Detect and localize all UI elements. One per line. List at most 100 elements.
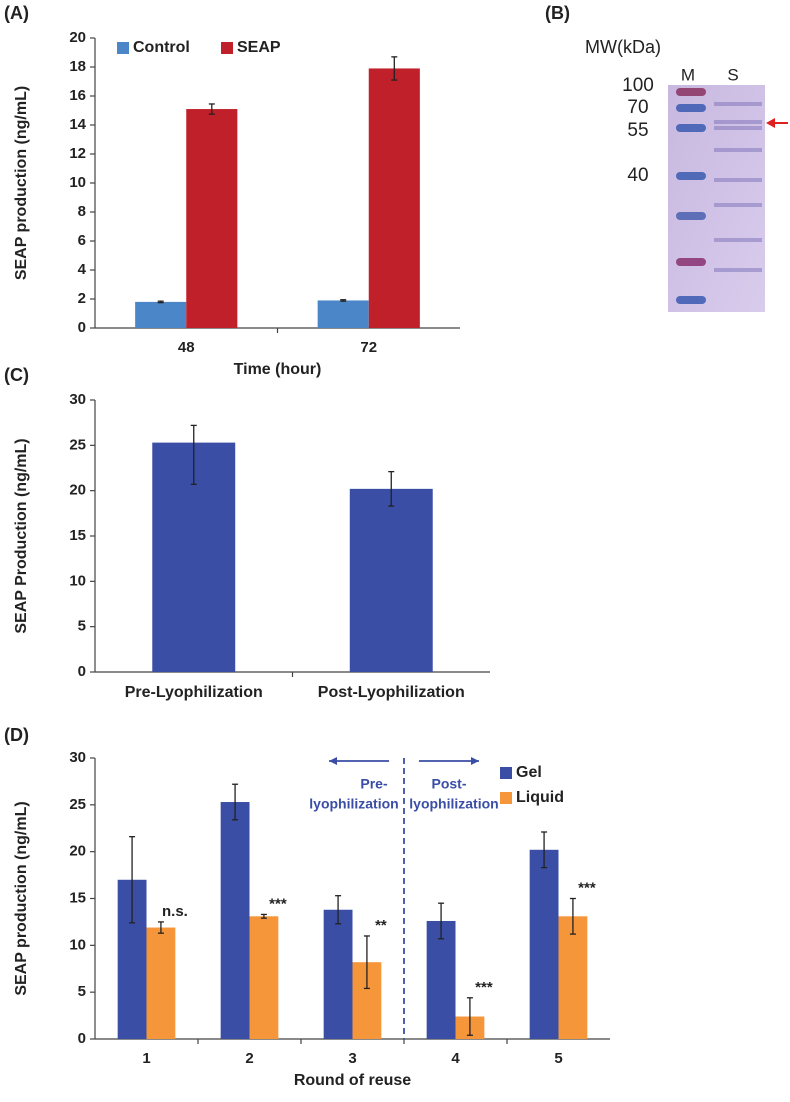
ladder-band [676, 258, 706, 266]
x-axis-title: Time (hour) [234, 361, 322, 378]
bar [349, 488, 433, 672]
x-tick-label: 2 [245, 1050, 253, 1067]
ladder-band [676, 172, 706, 180]
legend-label: Liquid [516, 789, 564, 806]
error-bar [260, 913, 267, 919]
error-bar [190, 424, 197, 485]
error-bar [388, 470, 395, 507]
y-tick-label: 20 [69, 29, 86, 46]
bar [249, 916, 279, 1039]
y-tick-label: 0 [78, 663, 86, 680]
y-tick-label: 10 [69, 936, 86, 953]
y-tick-label: 14 [69, 116, 86, 133]
region-label: lyophilization [309, 796, 398, 812]
y-tick-label: 10 [69, 572, 86, 589]
sample-band [714, 238, 762, 242]
y-tick-label: 2 [78, 290, 86, 307]
bar [529, 849, 559, 1039]
y-tick-label: 20 [69, 843, 86, 860]
error-bar [129, 836, 136, 924]
bar [135, 301, 187, 328]
sample-band [714, 148, 762, 152]
marker-label: 40 [627, 165, 648, 186]
x-tick-label: Post-Lyophilization [318, 684, 465, 701]
y-tick-label: 6 [78, 232, 86, 249]
y-tick-label: 25 [69, 436, 86, 453]
significance-label: *** [475, 979, 493, 996]
bar [186, 109, 238, 328]
error-bar [208, 103, 215, 115]
sample-band [714, 120, 762, 124]
bar [317, 300, 369, 328]
region-label: lyophilization [409, 796, 498, 812]
legend-label: SEAP [237, 39, 281, 56]
legend-label: Control [133, 39, 190, 56]
error-bar [340, 299, 347, 302]
panel-label: (C) [4, 365, 29, 385]
y-axis-title: SEAP production (ng/mL) [13, 86, 30, 280]
ladder-band [676, 124, 706, 132]
error-bar [335, 895, 342, 925]
x-tick-label: 4 [451, 1050, 460, 1067]
x-tick-label: 1 [142, 1050, 150, 1067]
marker-label: 100 [622, 75, 654, 96]
y-tick-label: 8 [78, 203, 86, 220]
sample-band [714, 102, 762, 106]
error-bar [391, 56, 398, 81]
y-tick-label: 5 [78, 983, 86, 1000]
x-tick-label: 5 [554, 1050, 562, 1067]
y-tick-label: 16 [69, 87, 86, 104]
marker-label: 70 [627, 97, 648, 118]
sample-band [714, 203, 762, 207]
error-bar [232, 783, 239, 821]
y-tick-label: 15 [69, 889, 86, 906]
lane-label: M [681, 65, 695, 84]
arrow-head [471, 757, 479, 765]
significance-label: *** [578, 879, 596, 896]
bar [368, 68, 420, 328]
bar [558, 916, 588, 1039]
y-tick-label: 18 [69, 58, 86, 75]
error-bar [363, 935, 370, 990]
y-tick-label: 10 [69, 174, 86, 191]
sample-band [714, 178, 762, 182]
legend-label: Gel [516, 764, 542, 781]
y-tick-label: 4 [78, 261, 87, 278]
error-bar [541, 831, 548, 869]
y-tick-label: 15 [69, 527, 86, 544]
marker-label: 55 [627, 120, 648, 141]
legend-swatch [221, 42, 233, 54]
significance-label: n.s. [162, 903, 188, 920]
x-tick-label: 48 [178, 339, 195, 356]
gel-image [668, 85, 765, 312]
ladder-band [676, 104, 706, 112]
region-label: Pre- [360, 776, 388, 792]
legend-swatch [117, 42, 129, 54]
y-tick-label: 0 [78, 1030, 86, 1047]
bar [146, 927, 176, 1039]
sample-band [714, 126, 762, 130]
lane-label: S [727, 65, 738, 84]
sample-band [714, 268, 762, 272]
significance-label: ** [375, 917, 387, 934]
error-bar [157, 921, 164, 934]
ladder-band [676, 88, 706, 96]
y-tick-label: 0 [78, 319, 86, 336]
y-tick-label: 25 [69, 796, 86, 813]
error-bar [438, 902, 445, 940]
x-tick-label: 72 [360, 339, 377, 356]
y-tick-label: 12 [69, 145, 86, 162]
arrow-head [329, 757, 337, 765]
bar [220, 802, 250, 1039]
y-axis-title: SEAP Production (ng/mL) [13, 438, 30, 633]
panel-label: (D) [4, 725, 29, 745]
ladder-band [676, 296, 706, 304]
region-label: Post- [432, 776, 467, 792]
x-tick-label: Pre-Lyophilization [125, 684, 263, 701]
y-tick-label: 30 [69, 749, 86, 766]
gel-axis-title: MW(kDa) [585, 37, 661, 57]
panel-label: (A) [4, 3, 29, 23]
x-tick-label: 3 [348, 1050, 356, 1067]
y-tick-label: 30 [69, 391, 86, 408]
